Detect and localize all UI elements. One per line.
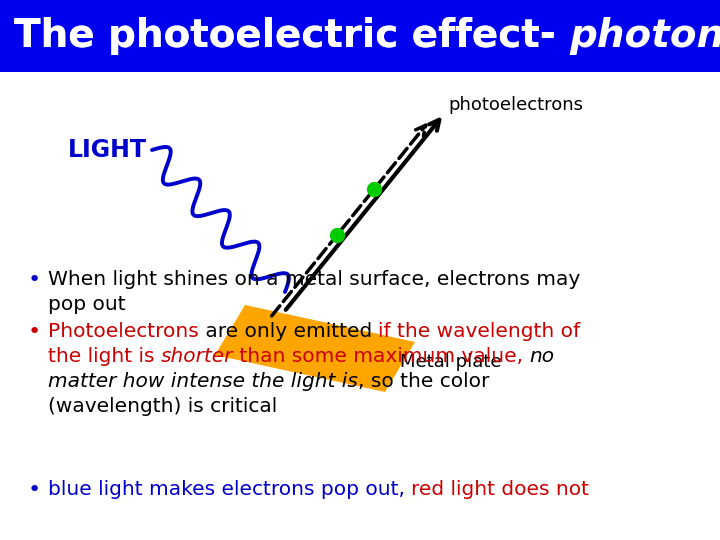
Text: matter how intense the light is: matter how intense the light is <box>48 372 358 391</box>
Text: •: • <box>28 322 41 342</box>
Text: photons: photons <box>570 17 720 55</box>
Text: are only emitted: are only emitted <box>199 322 379 341</box>
Bar <box>0 0 720 72</box>
Text: , so the color: , so the color <box>358 372 490 391</box>
Text: no: no <box>530 347 555 366</box>
Text: When light shines on a metal surface, electrons may: When light shines on a metal surface, el… <box>48 270 580 289</box>
Text: LIGHT: LIGHT <box>68 138 147 162</box>
Text: than some maximum value,: than some maximum value, <box>233 347 530 366</box>
Text: The photoelectric effect-: The photoelectric effect- <box>14 17 570 55</box>
Text: Metal plate: Metal plate <box>400 353 502 371</box>
Text: Photoelectrons: Photoelectrons <box>48 322 199 341</box>
Text: red light does not: red light does not <box>411 480 590 499</box>
Text: the light is: the light is <box>48 347 161 366</box>
Text: •: • <box>28 270 41 290</box>
Text: (wavelength) is critical: (wavelength) is critical <box>48 397 277 416</box>
Text: pop out: pop out <box>48 295 125 314</box>
Text: if the wavelength of: if the wavelength of <box>379 322 580 341</box>
Text: shorter: shorter <box>161 347 233 366</box>
Text: •: • <box>28 480 41 500</box>
Text: The photoelectric effect-: The photoelectric effect- <box>14 17 570 55</box>
Text: blue light makes electrons pop out,: blue light makes electrons pop out, <box>48 480 411 499</box>
Polygon shape <box>215 305 415 392</box>
Text: photoelectrons: photoelectrons <box>448 96 583 114</box>
